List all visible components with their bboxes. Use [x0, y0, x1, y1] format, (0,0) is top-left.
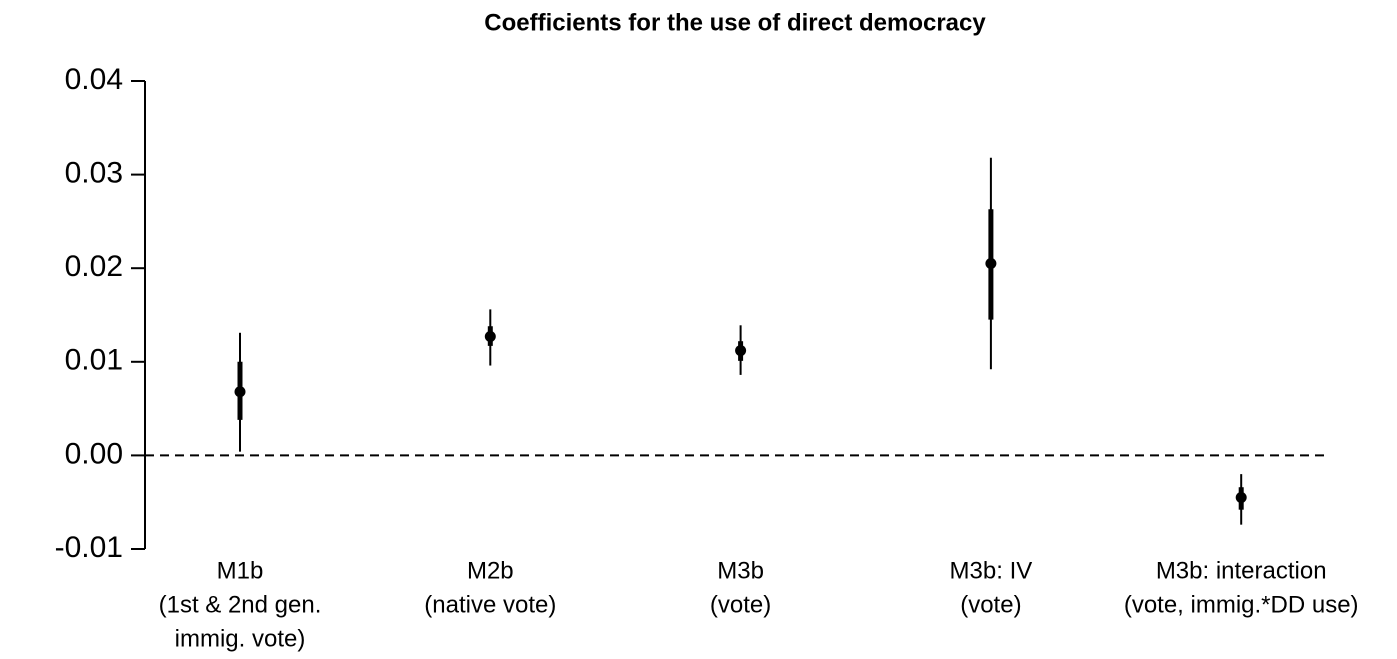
x-tick-label: (1st & 2nd gen. — [159, 591, 322, 618]
x-tick-label: (native vote) — [424, 591, 556, 618]
y-tick-label: 0.03 — [65, 157, 123, 190]
x-tick-label: (vote) — [960, 591, 1021, 618]
estimate-point — [735, 345, 747, 357]
estimate-point — [234, 386, 246, 398]
x-tick-label: M3b: interaction — [1156, 557, 1327, 584]
x-tick-label: M3b: IV — [950, 557, 1033, 584]
y-tick-label: 0.04 — [65, 63, 123, 96]
estimate-point — [1235, 492, 1247, 504]
x-tick-label: (vote) — [710, 591, 771, 618]
x-tick-label: M1b — [217, 557, 264, 584]
y-tick-label: 0.02 — [65, 250, 123, 283]
chart-title: Coefficients for the use of direct democ… — [484, 9, 986, 36]
y-tick-label: -0.01 — [55, 531, 123, 564]
estimate-point — [484, 331, 496, 343]
x-tick-label: M2b — [467, 557, 514, 584]
y-tick-label: 0.00 — [65, 437, 123, 470]
estimate-point — [985, 258, 997, 270]
x-tick-label: immig. vote) — [175, 625, 306, 652]
x-tick-label: M3b — [717, 557, 764, 584]
x-tick-label: (vote, immig.*DD use) — [1124, 591, 1359, 618]
y-tick-label: 0.01 — [65, 344, 123, 377]
